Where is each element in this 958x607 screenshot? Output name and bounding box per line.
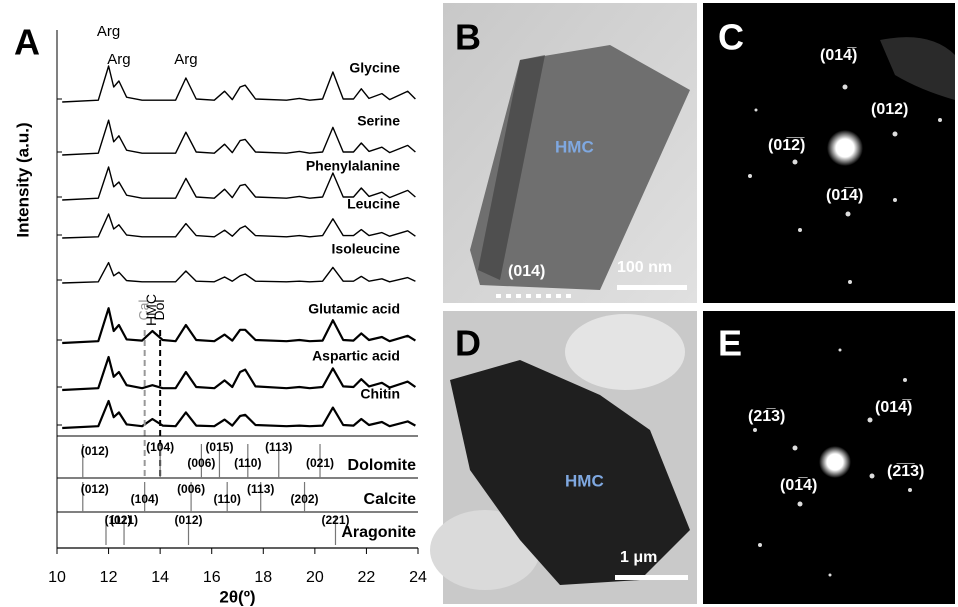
panel-b: B HMC (014) 100 nm: [443, 3, 697, 303]
xrd-trace: [62, 263, 415, 283]
peak-label: Arg: [174, 51, 197, 68]
reference-name: Aragonite: [341, 524, 416, 541]
reference-hkl: (021): [306, 456, 334, 470]
series-label: Isoleucine: [332, 241, 401, 257]
spot-label: (2̅1̅3): [887, 462, 924, 480]
spot-label: (21̅3): [748, 407, 785, 425]
panel-label: E: [718, 323, 742, 364]
panel-d: D HMC 1 μm: [430, 311, 697, 604]
series-label: Aspartic acid: [312, 348, 400, 364]
spot-label: (01̅4): [780, 476, 817, 494]
y-axis-title: Intensity (a.u.): [13, 122, 32, 237]
panel-label: B: [455, 17, 481, 58]
xrd-trace: [62, 401, 415, 428]
reference-hkl: (110): [214, 492, 241, 506]
reference-hkl: (202): [291, 492, 319, 506]
plane-label: (014): [508, 263, 545, 280]
spot-label: (01̅4): [826, 186, 863, 204]
reference-hkl: (015): [205, 440, 233, 454]
phase-label: HMC: [565, 471, 604, 490]
xrd-trace: [62, 214, 415, 238]
xrd-chart: 10 12 14 16 18 20 22 24 2θ(º) Intensity (a.u.) Gly…: [13, 23, 427, 607]
phase-label: HMC: [555, 137, 594, 156]
x-tick-label: 18: [254, 569, 272, 586]
panel-label: C: [718, 17, 744, 58]
panel-label: D: [455, 323, 481, 364]
reference-hkl: (006): [187, 456, 215, 470]
central-beam: [827, 130, 863, 166]
panel-c: C (014̅) (012) (01̅2̅) (01̅4): [703, 3, 955, 303]
reference-hkl: (104): [146, 440, 174, 454]
x-tick-label: 20: [306, 569, 324, 586]
film-hole: [565, 314, 685, 390]
series-label: Phenylalanine: [306, 158, 400, 174]
reference-hkl: (021): [110, 513, 138, 527]
scale-bar: [615, 575, 688, 580]
x-tick-label: 22: [358, 569, 376, 586]
series-label: Glutamic acid: [308, 301, 400, 317]
x-tick-label: 16: [203, 569, 221, 586]
spot-label: (014̅): [820, 46, 857, 64]
reference-hkl: (113): [265, 440, 292, 454]
x-axis-title: 2θ(º): [219, 587, 255, 606]
scale-bar-label: 1 μm: [620, 549, 657, 566]
x-tick-label: 10: [48, 569, 66, 586]
scale-bar: [617, 285, 687, 290]
reference-hkl: (012): [81, 482, 109, 496]
reference-hkl: (110): [234, 456, 261, 470]
x-tick-label: 12: [100, 569, 118, 586]
reference-name: Calcite: [364, 491, 417, 508]
spot-label: (01̅2̅): [768, 136, 805, 154]
reference-hkl: (104): [131, 492, 159, 506]
series-label: Chitin: [360, 386, 400, 402]
reference-hkl: (012): [174, 513, 202, 527]
series-label: Leucine: [347, 196, 400, 212]
x-tick-label: 24: [409, 569, 427, 586]
central-beam: [819, 446, 851, 478]
panel-e: E (21̅3) (014̅) (01̅4) (2̅1̅3): [703, 311, 955, 604]
scale-bar-label: 100 nm: [617, 259, 672, 276]
series-label: Glycine: [349, 60, 400, 76]
reference-hkl: (012): [81, 444, 109, 458]
figure: A B HMC (014) 100 nm C (014̅) (012) (01̅…: [0, 0, 958, 607]
reference-hkl: (006): [177, 482, 205, 496]
spot-label: (014̅): [875, 398, 912, 416]
reference-hkl: (113): [247, 482, 274, 496]
reference-name: Dolomite: [348, 457, 417, 474]
peak-label: Arg: [107, 51, 130, 68]
x-tick-label: 14: [151, 569, 169, 586]
spot-label: (012): [871, 101, 908, 118]
phase-marker: Dol: [151, 299, 167, 320]
peak-label: Arg: [97, 23, 120, 40]
series-label: Serine: [357, 113, 400, 129]
panel-label: A: [14, 22, 40, 63]
reference-hkl: (221): [321, 513, 349, 527]
